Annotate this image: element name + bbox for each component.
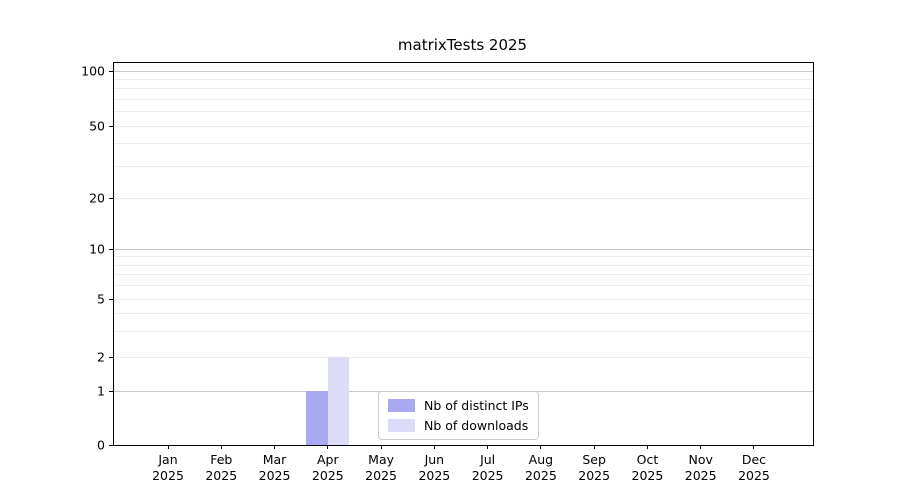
bar-nb-of-distinct-ips-apr xyxy=(306,391,328,445)
gridline-major xyxy=(114,249,813,250)
y-tick-mark xyxy=(109,391,113,392)
legend-label: Nb of distinct IPs xyxy=(424,398,529,413)
y-tick-label: 5 xyxy=(97,292,105,307)
plot-area: 0125102050100 Jan 2025Feb 2025Mar 2025Ap… xyxy=(113,62,814,446)
x-tick-label: Jul 2025 xyxy=(472,452,504,483)
gridline-minor xyxy=(114,313,813,314)
x-tick-mark xyxy=(594,445,595,449)
gridline-minor xyxy=(114,274,813,275)
x-tick-mark xyxy=(753,445,754,449)
bar-nb-of-downloads-apr xyxy=(328,357,350,445)
x-tick-label: Aug 2025 xyxy=(525,452,557,483)
legend: Nb of distinct IPs Nb of downloads xyxy=(378,391,539,440)
gridline-minor xyxy=(114,299,813,300)
x-tick-mark xyxy=(381,445,382,449)
x-tick-label: Dec 2025 xyxy=(738,452,770,483)
x-tick-mark xyxy=(274,445,275,449)
gridline-minor xyxy=(114,285,813,286)
x-tick-label: May 2025 xyxy=(365,452,397,483)
gridline-minor xyxy=(114,126,813,127)
x-tick-mark xyxy=(327,445,328,449)
x-tick-mark xyxy=(487,445,488,449)
x-tick-mark xyxy=(434,445,435,449)
x-tick-label: Jun 2025 xyxy=(418,452,450,483)
y-tick-mark xyxy=(109,445,113,446)
legend-swatch xyxy=(388,419,415,432)
x-tick-label: Mar 2025 xyxy=(259,452,291,483)
y-tick-label: 1 xyxy=(97,384,105,399)
y-tick-mark xyxy=(109,126,113,127)
y-tick-label: 20 xyxy=(89,191,105,206)
gridline-minor xyxy=(114,265,813,266)
x-tick-mark xyxy=(700,445,701,449)
x-tick-mark xyxy=(221,445,222,449)
chart-title: matrixTests 2025 xyxy=(113,36,812,54)
y-tick-label: 50 xyxy=(89,119,105,134)
x-tick-label: Oct 2025 xyxy=(632,452,664,483)
x-tick-label: Sep 2025 xyxy=(578,452,610,483)
x-tick-mark xyxy=(540,445,541,449)
legend-item: Nb of downloads xyxy=(388,418,529,433)
gridline-minor xyxy=(114,331,813,332)
y-tick-mark xyxy=(109,357,113,358)
gridline-minor xyxy=(114,357,813,358)
y-tick-mark xyxy=(109,249,113,250)
y-tick-label: 100 xyxy=(81,64,105,79)
x-tick-label: Jan 2025 xyxy=(152,452,184,483)
x-tick-label: Feb 2025 xyxy=(205,452,237,483)
gridline-minor xyxy=(114,166,813,167)
y-tick-label: 10 xyxy=(89,242,105,257)
legend-swatch xyxy=(388,399,415,412)
x-tick-mark xyxy=(168,445,169,449)
y-tick-label: 0 xyxy=(97,438,105,453)
gridline-minor xyxy=(114,111,813,112)
x-tick-label: Apr 2025 xyxy=(312,452,344,483)
gridline-minor xyxy=(114,143,813,144)
gridline-minor xyxy=(114,88,813,89)
gridline-minor xyxy=(114,99,813,100)
y-tick-label: 2 xyxy=(97,350,105,365)
x-tick-mark xyxy=(647,445,648,449)
y-tick-mark xyxy=(109,71,113,72)
gridline-major xyxy=(114,71,813,72)
gridline-minor xyxy=(114,79,813,80)
legend-label: Nb of downloads xyxy=(424,418,528,433)
legend-item: Nb of distinct IPs xyxy=(388,398,529,413)
chart-figure: matrixTests 2025 0125102050100 Jan 2025F… xyxy=(0,0,900,500)
x-tick-label: Nov 2025 xyxy=(685,452,717,483)
gridline-minor xyxy=(114,198,813,199)
gridline-minor xyxy=(114,256,813,257)
y-tick-mark xyxy=(109,198,113,199)
y-tick-mark xyxy=(109,299,113,300)
